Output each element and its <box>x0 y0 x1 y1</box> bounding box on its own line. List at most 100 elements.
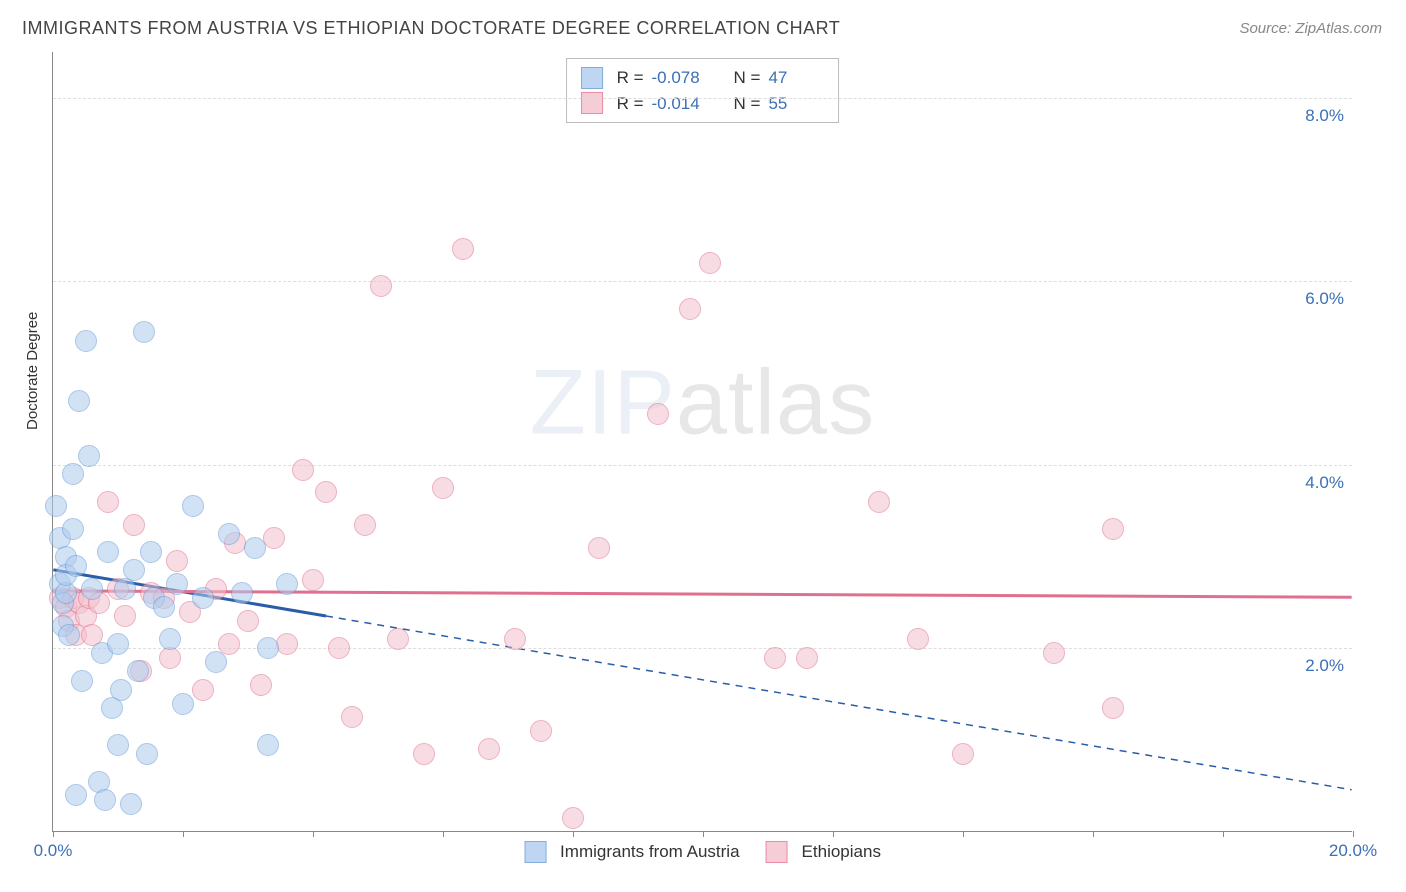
data-point <box>679 298 701 320</box>
x-tick <box>53 831 54 837</box>
gridline <box>53 281 1352 282</box>
data-point <box>315 481 337 503</box>
data-point <box>328 637 350 659</box>
legend-item: Immigrants from Austria <box>524 841 740 863</box>
data-point <box>699 252 721 274</box>
data-point <box>136 743 158 765</box>
data-point <box>107 633 129 655</box>
data-point <box>62 463 84 485</box>
data-point <box>97 541 119 563</box>
data-point <box>127 660 149 682</box>
data-point <box>302 569 324 591</box>
data-point <box>75 330 97 352</box>
data-point <box>868 491 890 513</box>
data-point <box>231 582 253 604</box>
x-tick <box>833 831 834 837</box>
data-point <box>110 679 132 701</box>
legend-swatch <box>524 841 546 863</box>
data-point <box>952 743 974 765</box>
data-point <box>530 720 552 742</box>
data-point <box>133 321 155 343</box>
stats-legend: R =-0.078N =47R =-0.014N =55 <box>566 58 840 123</box>
data-point <box>192 679 214 701</box>
stat-n-label: N = <box>734 65 761 91</box>
stats-row: R =-0.014N =55 <box>581 91 825 117</box>
data-point <box>452 238 474 260</box>
data-point <box>907 628 929 650</box>
gridline <box>53 648 1352 649</box>
x-tick <box>443 831 444 837</box>
y-tick-label: 2.0% <box>1305 656 1344 676</box>
data-point <box>107 734 129 756</box>
stat-r-label: R = <box>617 65 644 91</box>
data-point <box>647 403 669 425</box>
data-point <box>140 541 162 563</box>
stats-row: R = -0.078 N = 47 <box>581 65 825 91</box>
data-point <box>250 674 272 696</box>
stat-r-value: -0.014 <box>652 91 708 117</box>
legend-swatch <box>766 841 788 863</box>
data-point <box>413 743 435 765</box>
data-point <box>237 610 259 632</box>
x-tick <box>573 831 574 837</box>
data-point <box>263 527 285 549</box>
data-point <box>65 784 87 806</box>
y-tick-label: 6.0% <box>1305 289 1344 309</box>
data-point <box>1043 642 1065 664</box>
source-label: Source: ZipAtlas.com <box>1239 20 1382 37</box>
data-point <box>205 651 227 673</box>
plot-area: ZIPatlas R =-0.078N =47R =-0.014N =55 Im… <box>52 52 1352 832</box>
data-point <box>123 559 145 581</box>
data-point <box>120 793 142 815</box>
gridline <box>53 98 1352 99</box>
data-point <box>68 390 90 412</box>
data-point <box>354 514 376 536</box>
data-point <box>257 734 279 756</box>
data-point <box>81 578 103 600</box>
legend-swatch <box>581 67 603 89</box>
watermark: ZIPatlas <box>530 350 875 455</box>
data-point <box>153 596 175 618</box>
x-tick <box>703 831 704 837</box>
y-tick-label: 4.0% <box>1305 473 1344 493</box>
legend-swatch <box>581 92 603 114</box>
data-point <box>764 647 786 669</box>
y-tick-label: 8.0% <box>1305 106 1344 126</box>
x-tick <box>313 831 314 837</box>
data-point <box>292 459 314 481</box>
data-point <box>504 628 526 650</box>
data-point <box>159 628 181 650</box>
data-point <box>1102 518 1124 540</box>
data-point <box>78 445 100 467</box>
stat-n-label: N = <box>734 91 761 117</box>
bottom-legend: Immigrants from Austria Ethiopians <box>524 841 881 863</box>
data-point <box>796 647 818 669</box>
data-point <box>45 495 67 517</box>
data-point <box>432 477 454 499</box>
stat-r-value: -0.078 <box>652 65 708 91</box>
trend-lines <box>53 52 1352 831</box>
data-point <box>71 670 93 692</box>
data-point <box>65 555 87 577</box>
data-point <box>588 537 610 559</box>
x-tick <box>183 831 184 837</box>
x-tick <box>963 831 964 837</box>
data-point <box>123 514 145 536</box>
y-axis-label: Doctorate Degree <box>24 312 41 430</box>
data-point <box>276 573 298 595</box>
data-point <box>370 275 392 297</box>
data-point <box>218 523 240 545</box>
data-point <box>58 624 80 646</box>
legend-item: Ethiopians <box>766 841 881 863</box>
data-point <box>478 738 500 760</box>
x-tick <box>1223 831 1224 837</box>
data-point <box>218 633 240 655</box>
gridline <box>53 465 1352 466</box>
legend-label: Ethiopians <box>802 842 881 862</box>
x-tick-label: 0.0% <box>34 841 73 861</box>
data-point <box>276 633 298 655</box>
data-point <box>244 537 266 559</box>
stat-n-value: 47 <box>768 65 824 91</box>
data-point <box>94 789 116 811</box>
data-point <box>562 807 584 829</box>
